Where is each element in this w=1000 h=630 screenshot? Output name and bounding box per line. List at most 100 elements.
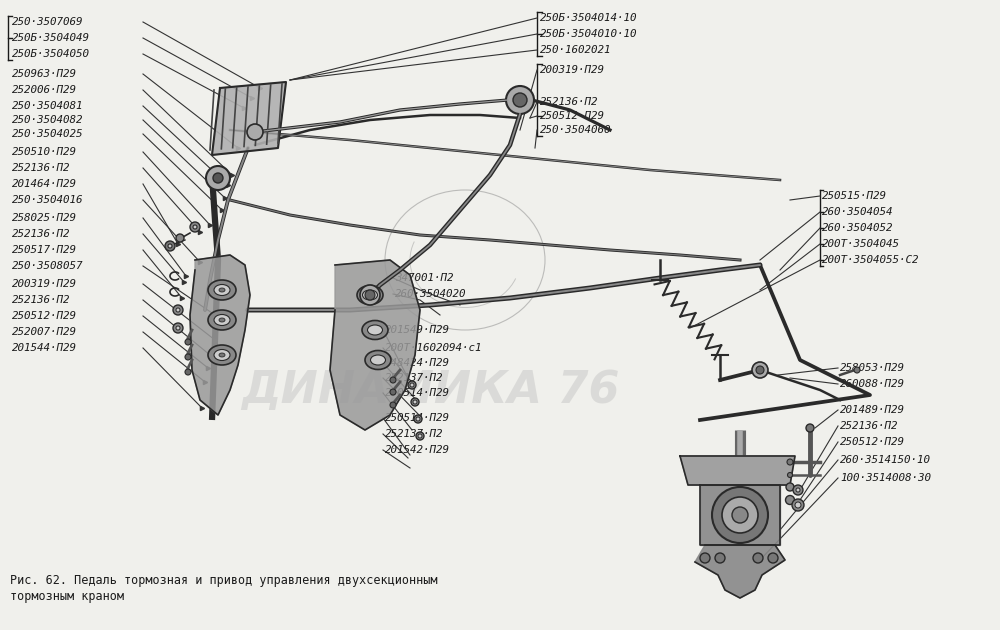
Text: 250515·П29: 250515·П29: [822, 191, 887, 201]
Text: 848424·П29: 848424·П29: [385, 358, 450, 368]
Ellipse shape: [214, 285, 230, 295]
Circle shape: [712, 487, 768, 543]
Circle shape: [506, 86, 534, 114]
Circle shape: [206, 166, 230, 190]
Text: Рис. 62. Педаль тормозная и привод управления двухсекционным: Рис. 62. Педаль тормозная и привод управ…: [10, 574, 438, 587]
Circle shape: [753, 553, 763, 563]
Text: 250·3508057: 250·3508057: [12, 261, 84, 271]
Ellipse shape: [368, 325, 382, 335]
Text: 252137·П2: 252137·П2: [385, 429, 444, 439]
Circle shape: [213, 173, 223, 183]
Text: 200Т·1602094·с1: 200Т·1602094·с1: [385, 343, 482, 353]
Polygon shape: [212, 82, 286, 155]
Text: 201549·П29: 201549·П29: [385, 325, 450, 335]
Text: 250·3504081: 250·3504081: [12, 101, 84, 111]
Circle shape: [408, 381, 416, 389]
Text: 252136·П2: 252136·П2: [12, 229, 70, 239]
Circle shape: [796, 488, 800, 492]
Text: 260·3504020: 260·3504020: [395, 289, 466, 299]
Circle shape: [247, 124, 263, 140]
Text: 250Б·3504049: 250Б·3504049: [12, 33, 90, 43]
Ellipse shape: [365, 350, 391, 370]
Ellipse shape: [219, 318, 225, 322]
Text: 250·1602021: 250·1602021: [540, 45, 612, 55]
Text: 250·3507069: 250·3507069: [12, 17, 84, 27]
Circle shape: [513, 93, 527, 107]
Text: 252136·П2: 252136·П2: [12, 295, 70, 305]
Circle shape: [806, 424, 814, 432]
Text: 201542·П29: 201542·П29: [385, 445, 450, 455]
Circle shape: [795, 502, 801, 508]
Circle shape: [788, 472, 792, 478]
Circle shape: [416, 417, 420, 421]
Circle shape: [185, 339, 191, 345]
Polygon shape: [190, 255, 250, 415]
Circle shape: [173, 305, 183, 315]
Circle shape: [168, 244, 172, 248]
Text: 252137·П2: 252137·П2: [385, 373, 444, 383]
Circle shape: [756, 366, 764, 374]
Circle shape: [411, 398, 419, 406]
Ellipse shape: [219, 288, 225, 292]
Text: 252136·П2: 252136·П2: [12, 163, 70, 173]
Polygon shape: [700, 485, 780, 545]
Text: 252136·П2: 252136·П2: [540, 97, 598, 107]
Ellipse shape: [214, 314, 230, 326]
Text: 200Т·3504055·С2: 200Т·3504055·С2: [822, 255, 920, 265]
Ellipse shape: [357, 285, 383, 304]
Text: 250963·П29: 250963·П29: [12, 69, 77, 79]
Text: 252006·П29: 252006·П29: [12, 85, 77, 95]
Ellipse shape: [214, 350, 230, 360]
Text: 250·3504082: 250·3504082: [12, 115, 84, 125]
Circle shape: [413, 400, 417, 404]
Text: 252007·П29: 252007·П29: [12, 327, 77, 337]
Ellipse shape: [362, 321, 388, 340]
Text: 252136·П2: 252136·П2: [840, 421, 898, 431]
Circle shape: [390, 377, 396, 383]
Circle shape: [176, 326, 180, 330]
Circle shape: [722, 497, 758, 533]
Circle shape: [787, 459, 793, 465]
Text: 260·3504052: 260·3504052: [822, 223, 894, 233]
Circle shape: [390, 389, 396, 395]
Text: 250Б·3504010·10: 250Б·3504010·10: [540, 29, 638, 39]
Text: 250510·П29: 250510·П29: [12, 147, 77, 157]
Text: 250514·П29: 250514·П29: [385, 388, 450, 398]
Text: 260·3514150·10: 260·3514150·10: [840, 455, 931, 465]
Text: 250512·П29: 250512·П29: [540, 111, 605, 121]
Circle shape: [185, 354, 191, 360]
Text: 260088·П29: 260088·П29: [840, 379, 905, 389]
Circle shape: [190, 222, 200, 232]
Ellipse shape: [370, 355, 386, 365]
Text: тормозным краном: тормозным краном: [10, 590, 124, 603]
Text: 258053·П29: 258053·П29: [840, 363, 905, 373]
Circle shape: [700, 553, 710, 563]
Text: 200Т·3504045: 200Т·3504045: [822, 239, 900, 249]
Text: 250Б·3504014·10: 250Б·3504014·10: [540, 13, 638, 23]
Text: 250·3504060: 250·3504060: [540, 125, 612, 135]
Circle shape: [793, 485, 803, 495]
Ellipse shape: [362, 290, 378, 300]
Text: 200319·П29: 200319·П29: [540, 65, 605, 75]
Ellipse shape: [208, 280, 236, 300]
Circle shape: [854, 367, 860, 373]
Text: 201544·П29: 201544·П29: [12, 343, 77, 353]
Text: 250Б·3504050: 250Б·3504050: [12, 49, 90, 59]
Text: 250·3504016: 250·3504016: [12, 195, 84, 205]
Text: 250517·П29: 250517·П29: [12, 245, 77, 255]
Text: 250514·П29: 250514·П29: [385, 413, 450, 423]
Polygon shape: [680, 456, 795, 485]
Circle shape: [786, 496, 794, 505]
Text: 200319·П29: 200319·П29: [12, 279, 77, 289]
Text: 100·3514008·30: 100·3514008·30: [840, 473, 931, 483]
Text: 347001·П2: 347001·П2: [395, 273, 454, 283]
Circle shape: [418, 434, 422, 438]
Circle shape: [732, 507, 748, 523]
Circle shape: [390, 402, 396, 408]
Text: 258025·П29: 258025·П29: [12, 213, 77, 223]
Ellipse shape: [219, 353, 225, 357]
Polygon shape: [695, 545, 785, 598]
Circle shape: [173, 323, 183, 333]
Circle shape: [792, 499, 804, 511]
Circle shape: [176, 308, 180, 312]
